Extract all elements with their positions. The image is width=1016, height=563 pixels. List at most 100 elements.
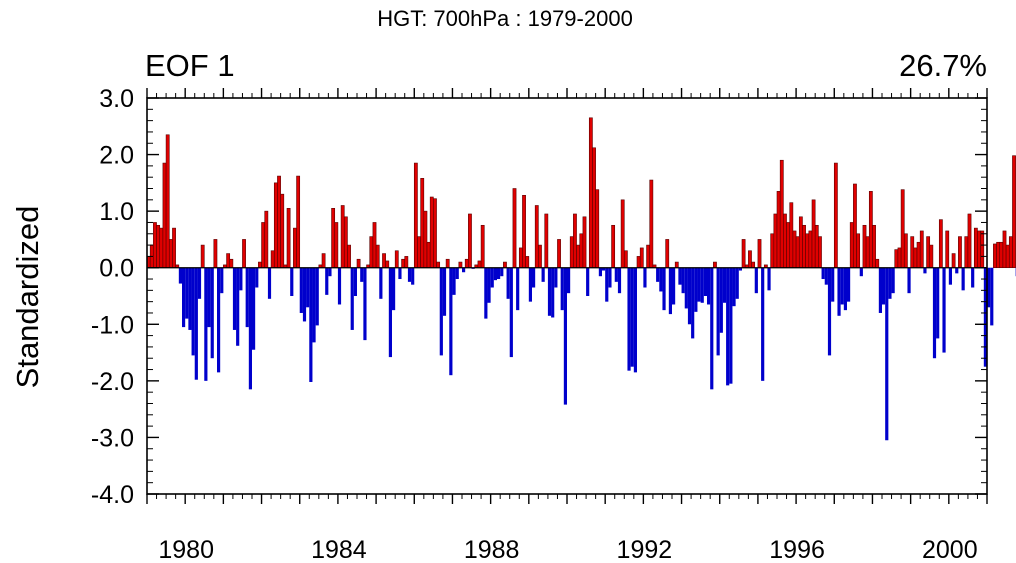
bar	[439, 267, 443, 356]
bar	[433, 198, 437, 269]
bar	[1005, 244, 1010, 269]
bar	[277, 175, 281, 269]
bar	[888, 267, 892, 299]
bar	[236, 267, 240, 346]
bar	[455, 267, 459, 280]
bar	[958, 236, 962, 269]
bar	[506, 267, 510, 299]
bar	[798, 216, 803, 269]
bar	[210, 267, 214, 359]
bar	[309, 267, 313, 382]
bar	[168, 239, 173, 269]
bar	[442, 267, 447, 316]
bar	[951, 253, 956, 269]
bars-group	[146, 117, 1016, 441]
bar	[567, 267, 571, 294]
bar	[588, 117, 593, 269]
bar	[840, 267, 844, 305]
bar	[643, 267, 647, 288]
bar	[458, 261, 463, 269]
bar	[468, 213, 472, 269]
bar	[200, 244, 205, 269]
bar	[369, 236, 374, 269]
bar	[188, 267, 192, 330]
bar	[426, 241, 431, 269]
bar	[719, 267, 723, 333]
x-tick-label: 2000	[922, 536, 978, 563]
bar	[636, 256, 641, 269]
bar	[490, 267, 494, 288]
bar	[697, 267, 701, 302]
bar	[741, 239, 746, 269]
bar	[165, 134, 170, 269]
bar	[827, 267, 832, 356]
bar	[544, 213, 549, 269]
bar	[280, 193, 285, 269]
bar	[639, 247, 644, 269]
bar	[290, 267, 294, 296]
bar	[932, 267, 937, 359]
bar	[885, 267, 889, 441]
bar	[267, 267, 272, 299]
bar	[773, 213, 778, 269]
bar	[868, 191, 873, 269]
bar	[897, 247, 902, 269]
bar	[955, 267, 959, 274]
bar	[356, 258, 361, 269]
bar	[328, 267, 332, 277]
bar	[592, 147, 596, 269]
bar	[462, 267, 466, 273]
y-tick-label: -4.0	[91, 481, 134, 509]
bar	[722, 267, 727, 303]
bar	[865, 236, 870, 269]
bar	[579, 233, 584, 269]
bar	[999, 241, 1004, 269]
bar	[445, 258, 450, 269]
bar	[821, 267, 825, 280]
bar	[707, 267, 711, 305]
bar	[557, 239, 561, 269]
x-tick-label: 1996	[769, 536, 825, 563]
bar	[656, 267, 660, 282]
bar	[977, 230, 981, 269]
bar	[678, 267, 682, 285]
bar	[429, 196, 434, 269]
bar	[710, 267, 714, 390]
bar	[831, 267, 835, 302]
bar	[996, 241, 1001, 269]
bar	[783, 213, 787, 269]
bar	[770, 233, 775, 269]
bar	[484, 267, 488, 319]
bar	[617, 267, 622, 294]
bar	[792, 230, 797, 269]
bar	[331, 208, 336, 269]
bar	[541, 267, 545, 282]
bar	[926, 236, 931, 269]
bar	[1008, 236, 1013, 269]
bar	[757, 239, 762, 269]
bar	[990, 267, 994, 326]
bar	[973, 227, 978, 269]
bar	[824, 267, 828, 285]
bar	[620, 199, 625, 269]
bar	[627, 267, 631, 371]
bar	[528, 267, 532, 302]
bar	[894, 249, 899, 269]
x-tick-label: 1984	[311, 536, 367, 563]
bar	[518, 247, 523, 269]
bar	[611, 224, 616, 269]
bar	[818, 236, 822, 269]
bar	[554, 267, 558, 288]
bar	[392, 267, 396, 311]
bar	[286, 208, 291, 269]
eof-label: EOF 1	[145, 48, 235, 83]
bar	[929, 244, 934, 269]
bar	[296, 175, 301, 269]
bar	[853, 183, 857, 269]
bar	[847, 267, 851, 302]
y-tick-label: 0.0	[99, 255, 134, 283]
bar	[452, 267, 456, 295]
bar	[153, 222, 157, 269]
bar	[672, 267, 676, 305]
x-tick-label: 1980	[158, 536, 214, 563]
